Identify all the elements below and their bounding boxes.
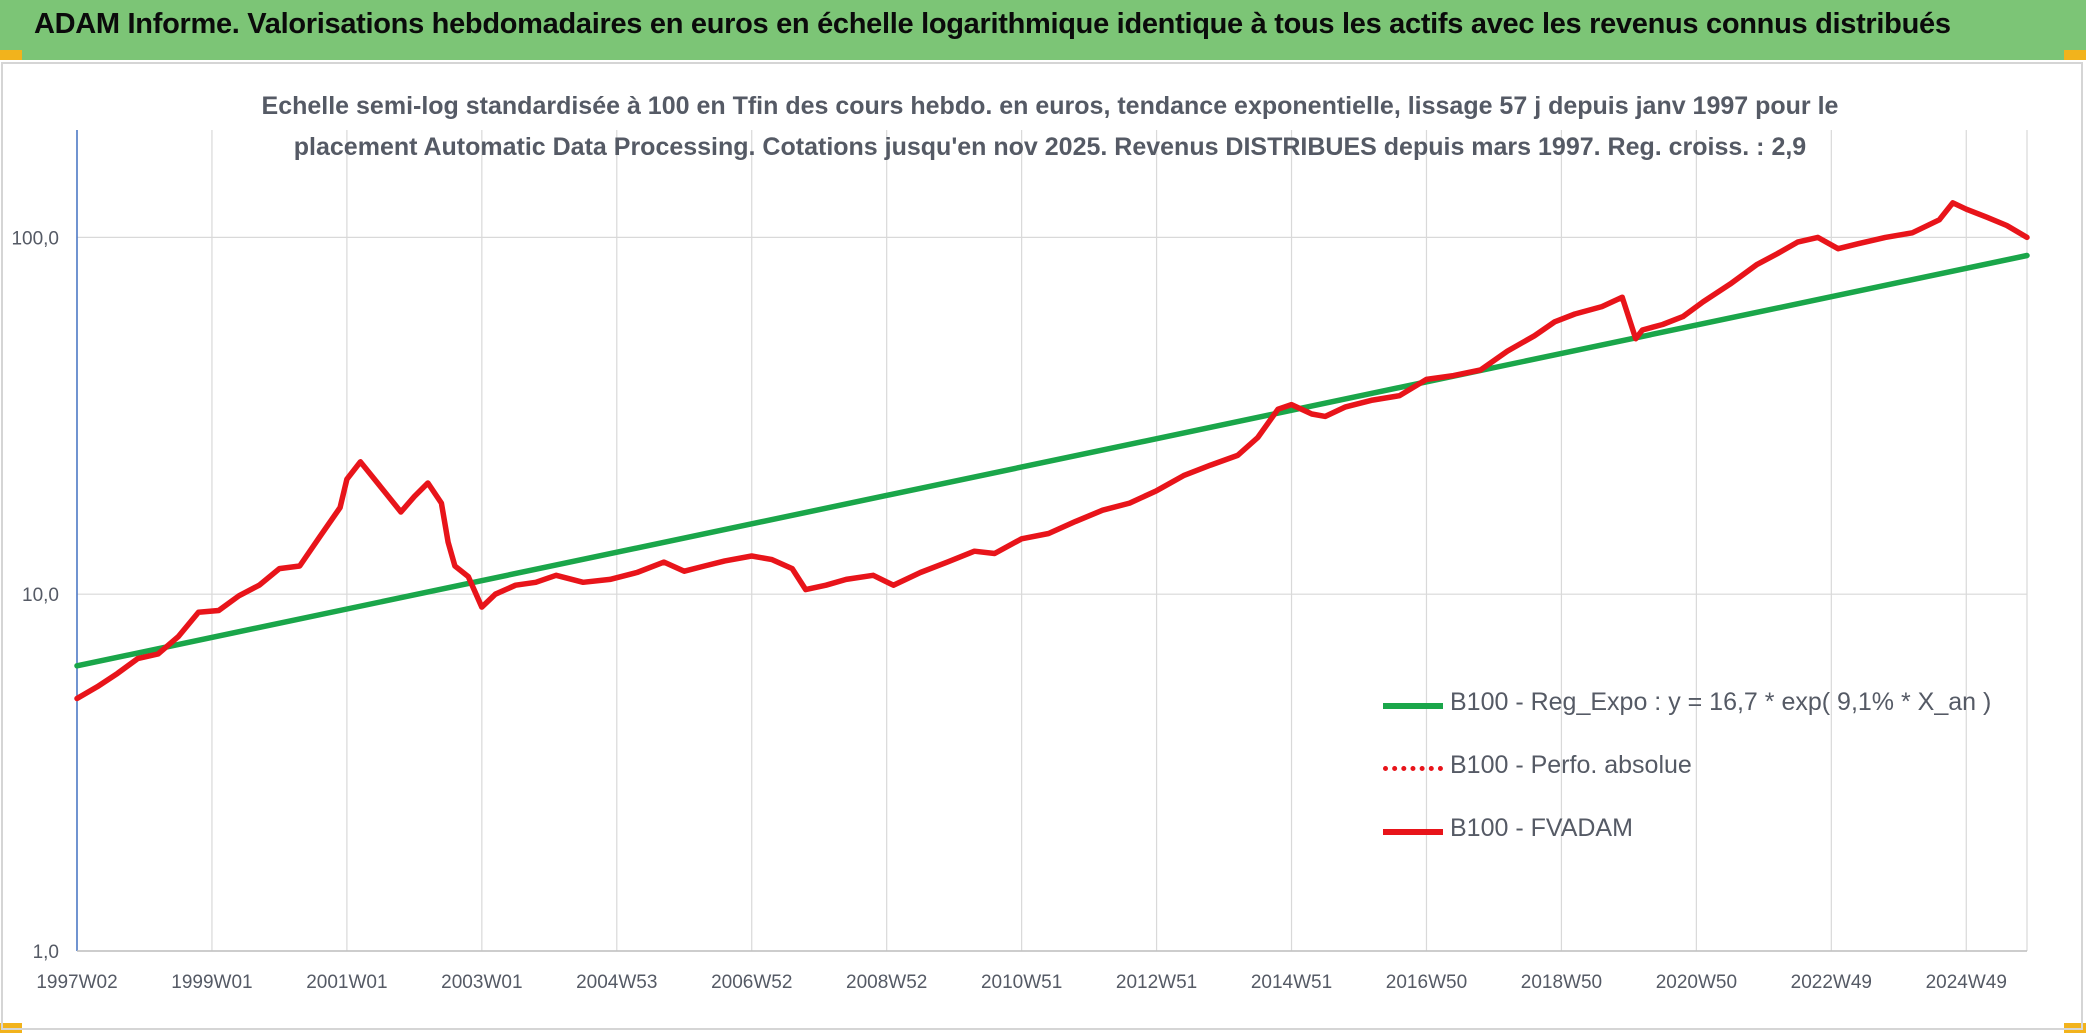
legend-label-fvadam: B100 - FVADAM (1450, 814, 1633, 842)
corner-mark-top-left (0, 50, 22, 60)
regression-line (74, 252, 2030, 669)
x-tick-label: 2004W53 (576, 972, 657, 993)
x-tick-label: 2016W50 (1386, 972, 1467, 993)
axis-layer (76, 130, 2027, 952)
x-tick-label: 2018W50 (1521, 972, 1602, 993)
series-layer (74, 200, 2030, 702)
legend-item-perfo: B100 - Perfo. absolue (1380, 748, 2020, 788)
legend-swatch-perfo (1383, 766, 1443, 771)
legend-label-regression: B100 - Reg_Expo : y = 16,7 * exp( 9,1% *… (1450, 688, 1992, 716)
x-tick-label: 2010W51 (981, 972, 1062, 993)
x-tick-label: 1999W01 (171, 972, 252, 993)
x-tick-label: 2008W52 (846, 972, 927, 993)
header-banner: ADAM Informe. Valorisations hebdomadaire… (0, 0, 2086, 60)
chart-frame (1, 62, 2083, 1030)
x-tick-label: 2006W52 (711, 972, 792, 993)
y-tick-label: 100,0 (11, 228, 59, 249)
series-line-2 (74, 200, 2030, 702)
x-tick-label: 2022W49 (1791, 972, 1872, 993)
legend-swatch-fvadam (1383, 829, 1443, 835)
legend-item-fvadam: B100 - FVADAM (1380, 811, 2020, 851)
legend-swatch-regression (1383, 703, 1443, 709)
chart-title: Echelle semi-log standardisée à 100 en T… (261, 92, 1839, 161)
x-tick-label: 2014W51 (1251, 972, 1332, 993)
x-tick-label: 1997W02 (36, 972, 117, 993)
x-tick-label: 2012W51 (1116, 972, 1197, 993)
legend-item-regression: B100 - Reg_Expo : y = 16,7 * exp( 9,1% *… (1380, 685, 2020, 725)
x-tick-label: 2024W49 (1926, 972, 2007, 993)
x-tick-label: 2001W01 (306, 972, 387, 993)
x-tick-label: 2003W01 (441, 972, 522, 993)
tick-label-layer: 1997W02 1999W01 2001W01 2003W01 2004W53 2006W… (11, 228, 2006, 993)
legend-label-perfo: B100 - Perfo. absolue (1450, 751, 1692, 779)
page-title: ADAM Informe. Valorisations hebdomadaire… (34, 8, 1951, 40)
y-tick-label: 1,0 (33, 942, 59, 963)
x-tick-label: 2020W50 (1656, 972, 1737, 993)
corner-mark-top-right (2064, 50, 2086, 60)
y-tick-label: 10,0 (22, 585, 59, 606)
